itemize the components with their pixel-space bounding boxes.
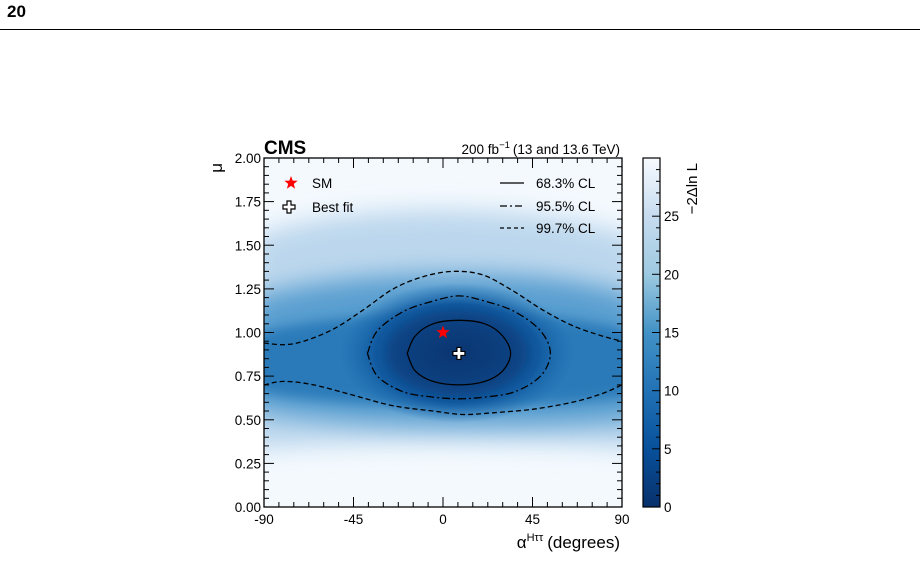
legend-68-label: 68.3% CL [536, 176, 596, 191]
x-tick-label: 45 [525, 512, 540, 527]
y-tick-label: 1.50 [235, 238, 261, 253]
contour-99-upper [264, 270, 622, 346]
x-tick-label: 0 [439, 512, 447, 527]
colorbar-tick-label: 0 [664, 500, 672, 515]
legend-contours: 68.3% CL 95.5% CL 99.7% CL [500, 176, 596, 236]
contour-99-lower [264, 380, 622, 416]
axis-ticks [263, 157, 623, 508]
luminosity-label: 200 fb−1 (13 and 13.6 TeV) [462, 140, 620, 157]
axis-tick-labels: -90 -45 0 45 90 0.00 0.25 0.50 0.75 1.00 1.25 1.50 1… [235, 151, 630, 527]
colorbar-ticks: 0 5 10 15 20 25 [652, 157, 679, 515]
best-fit-point-marker [452, 346, 466, 361]
contour-95 [366, 295, 552, 400]
x-tick-label: 90 [614, 512, 629, 527]
x-axis-label: αHττ (degrees) [517, 532, 620, 552]
legend-95-label: 95.5% CL [536, 199, 596, 214]
legend-markers: SM Best fit [282, 176, 354, 215]
sm-point-marker [436, 325, 450, 339]
x-tick-label: -45 [344, 512, 364, 527]
legend-best-fit-label: Best fit [312, 200, 354, 215]
sm-star-icon [284, 176, 298, 189]
y-tick-label: 0.00 [235, 500, 261, 515]
y-tick-label: 0.75 [235, 369, 261, 384]
x-tick-label: -90 [254, 512, 274, 527]
colorbar-tick-label: 25 [664, 209, 679, 224]
legend-99-label: 99.7% CL [536, 221, 596, 236]
y-tick-label: 0.25 [235, 456, 261, 471]
best-fit-cross-icon [282, 200, 296, 214]
y-tick-label: 2.00 [235, 151, 261, 166]
page-number: 20 [7, 2, 26, 21]
colorbar-tick-label: 5 [664, 442, 672, 457]
contour-68 [406, 319, 512, 386]
y-tick-label: 1.00 [235, 326, 261, 341]
colorbar-label: −2Δln L [684, 163, 701, 214]
header-rule [0, 29, 920, 30]
colorbar-tick-label: 15 [664, 326, 679, 341]
y-tick-label: 1.75 [235, 195, 261, 210]
colorbar-tick-label: 20 [664, 267, 679, 282]
legend-sm-label: SM [312, 176, 332, 191]
y-tick-label: 0.50 [235, 413, 261, 428]
y-axis-label: μ [207, 163, 226, 173]
colorbar-tick-label: 10 [664, 384, 679, 399]
y-tick-label: 1.25 [235, 282, 261, 297]
experiment-label: CMS [264, 138, 306, 159]
